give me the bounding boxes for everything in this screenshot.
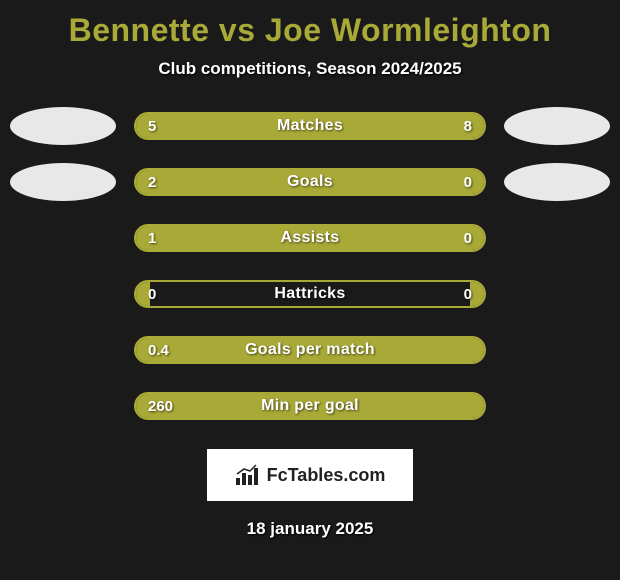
stat-row: 20Goals [0,163,620,201]
logo-text: FcTables.com [267,465,386,486]
stat-bar: 0.4Goals per match [134,336,486,364]
right-avatar-slot [504,163,610,201]
stat-label: Goals per match [136,338,484,362]
stat-bar: 20Goals [134,168,486,196]
stat-label: Min per goal [136,394,484,418]
page-title: Bennette vs Joe Wormleighton [0,8,620,59]
right-avatar-slot [504,107,610,145]
left-avatar-slot [10,219,116,257]
stats-rows: 58Matches 20Goals 10Assists 00Hattricks 0.4G… [0,107,620,425]
right-avatar-slot [504,275,610,313]
stat-label: Assists [136,226,484,250]
left-avatar-slot [10,331,116,369]
barchart-icon [235,464,261,486]
left-avatar-slot [10,275,116,313]
stat-row: 0.4Goals per match [0,331,620,369]
subtitle: Club competitions, Season 2024/2025 [0,59,620,79]
stat-bar: 58Matches [134,112,486,140]
stat-label: Hattricks [136,282,484,306]
left-avatar-slot [10,163,116,201]
footer-logo: FcTables.com [207,449,413,501]
player-avatar-right [504,163,610,201]
player-avatar-right [504,107,610,145]
left-avatar-slot [10,387,116,425]
stat-label: Goals [136,170,484,194]
player-avatar-left [10,107,116,145]
stat-row: 260Min per goal [0,387,620,425]
right-avatar-slot [504,331,610,369]
stat-row: 58Matches [0,107,620,145]
stat-bar: 00Hattricks [134,280,486,308]
player-avatar-left [10,163,116,201]
stat-row: 00Hattricks [0,275,620,313]
comparison-infographic: Bennette vs Joe Wormleighton Club compet… [0,0,620,539]
right-avatar-slot [504,387,610,425]
stat-label: Matches [136,114,484,138]
left-avatar-slot [10,107,116,145]
date-label: 18 january 2025 [0,519,620,539]
stat-row: 10Assists [0,219,620,257]
stat-bar: 260Min per goal [134,392,486,420]
right-avatar-slot [504,219,610,257]
stat-bar: 10Assists [134,224,486,252]
